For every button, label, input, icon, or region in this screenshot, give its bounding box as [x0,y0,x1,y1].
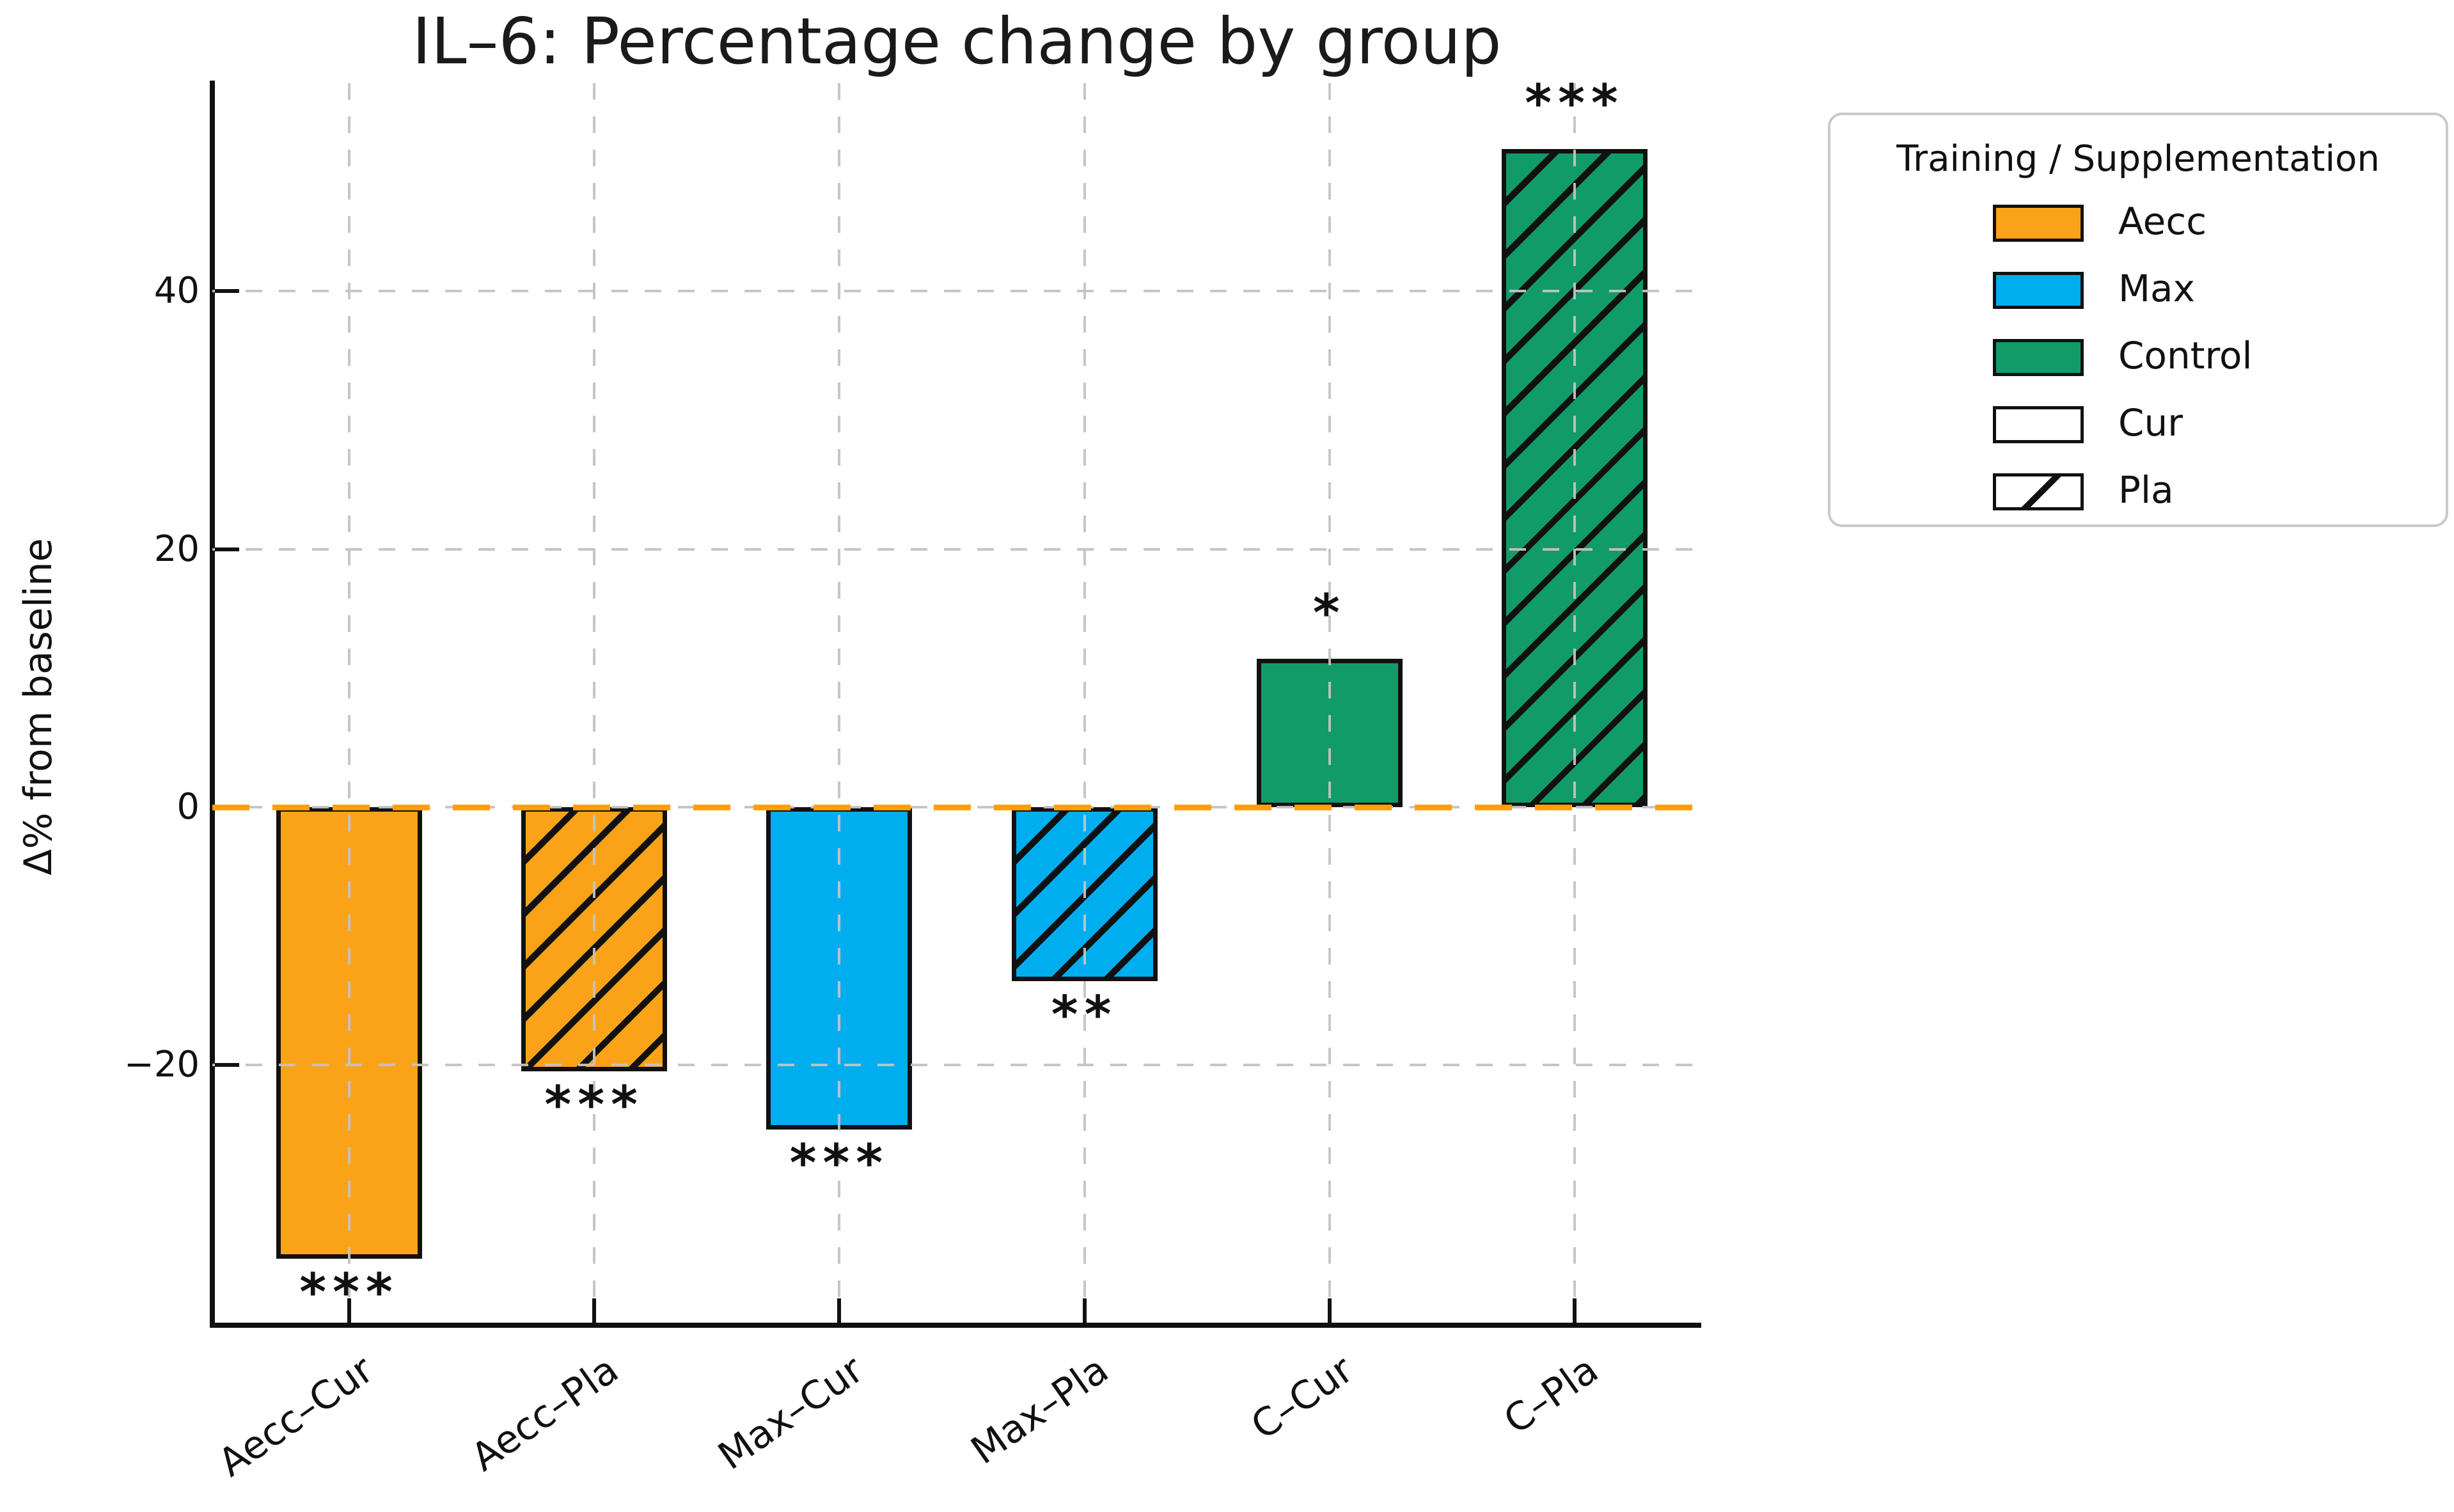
sig-label-max-cur: *** [789,1133,890,1193]
legend-swatch-cur [1993,406,2084,443]
sig-label-c-pla: *** [1525,74,1624,134]
x-label-c-cur: C–Cur [1243,1347,1362,1449]
x-tick-max-pla [1082,1298,1087,1323]
legend-label-aecc: Aecc [2118,200,2207,243]
gridline-x-c-cur [1328,83,1331,1323]
x-tick-c-pla [1573,1298,1577,1323]
legend-label-pla: Pla [2118,468,2174,512]
legend-label-max: Max [2118,267,2195,310]
sig-label-c-cur: * [1312,583,1346,643]
gridline-y-40 [212,290,1701,293]
gridline-y-neg20 [212,1064,1701,1067]
x-tick-max-cur [837,1298,842,1323]
y-tick-label-neg20: −20 [123,1044,200,1086]
y-tick-label-0: 0 [177,786,200,828]
sig-label-aecc-cur: *** [299,1262,399,1322]
y-tick-label-40: 40 [153,270,200,312]
x-tick-c-cur [1327,1298,1332,1323]
gridline-x-max-cur [838,83,841,1323]
x-tick-aecc-cur [347,1298,351,1323]
x-label-max-cur: Max–Cur [710,1347,872,1479]
legend-swatch-max [1993,272,2084,309]
sig-label-aecc-pla: *** [544,1075,644,1135]
legend-swatch-aecc [1993,205,2084,242]
chart-title: IL–6: Percentage change by group [412,4,1502,79]
legend-swatch-control [1993,339,2084,376]
x-axis-spine [210,1323,1701,1328]
zero-baseline [212,805,1701,810]
legend-label-cur: Cur [2118,401,2183,445]
y-tick-40 [215,289,239,294]
gridline-x-max-pla [1083,83,1086,1323]
legend-title: Training / Supplementation [1896,138,2380,180]
x-label-aecc-cur: Aecc–Cur [210,1347,382,1486]
gridline-x-aecc-pla [593,83,596,1323]
x-label-max-pla: Max–Pla [963,1347,1117,1474]
y-tick-20 [215,547,239,551]
y-axis-label: Δ% from baseline [16,538,61,876]
x-label-aecc-pla: Aecc–Pla [463,1347,627,1481]
y-tick-neg20 [215,1063,239,1067]
x-tick-aecc-pla [592,1298,597,1323]
legend-swatch-pla [1993,473,2084,510]
x-label-c-pla: C–Pla [1496,1347,1607,1444]
gridline-x-c-pla [1573,83,1576,1323]
y-axis-spine [210,81,215,1328]
legend-box: Training / Supplementation Aecc Max Contro… [1828,113,2448,527]
sig-label-max-pla: ** [1051,985,1118,1045]
gridline-y-20 [212,547,1701,551]
legend-label-control: Control [2118,334,2253,377]
gridline-x-aecc-cur [348,83,350,1323]
y-tick-label-20: 20 [153,528,200,570]
